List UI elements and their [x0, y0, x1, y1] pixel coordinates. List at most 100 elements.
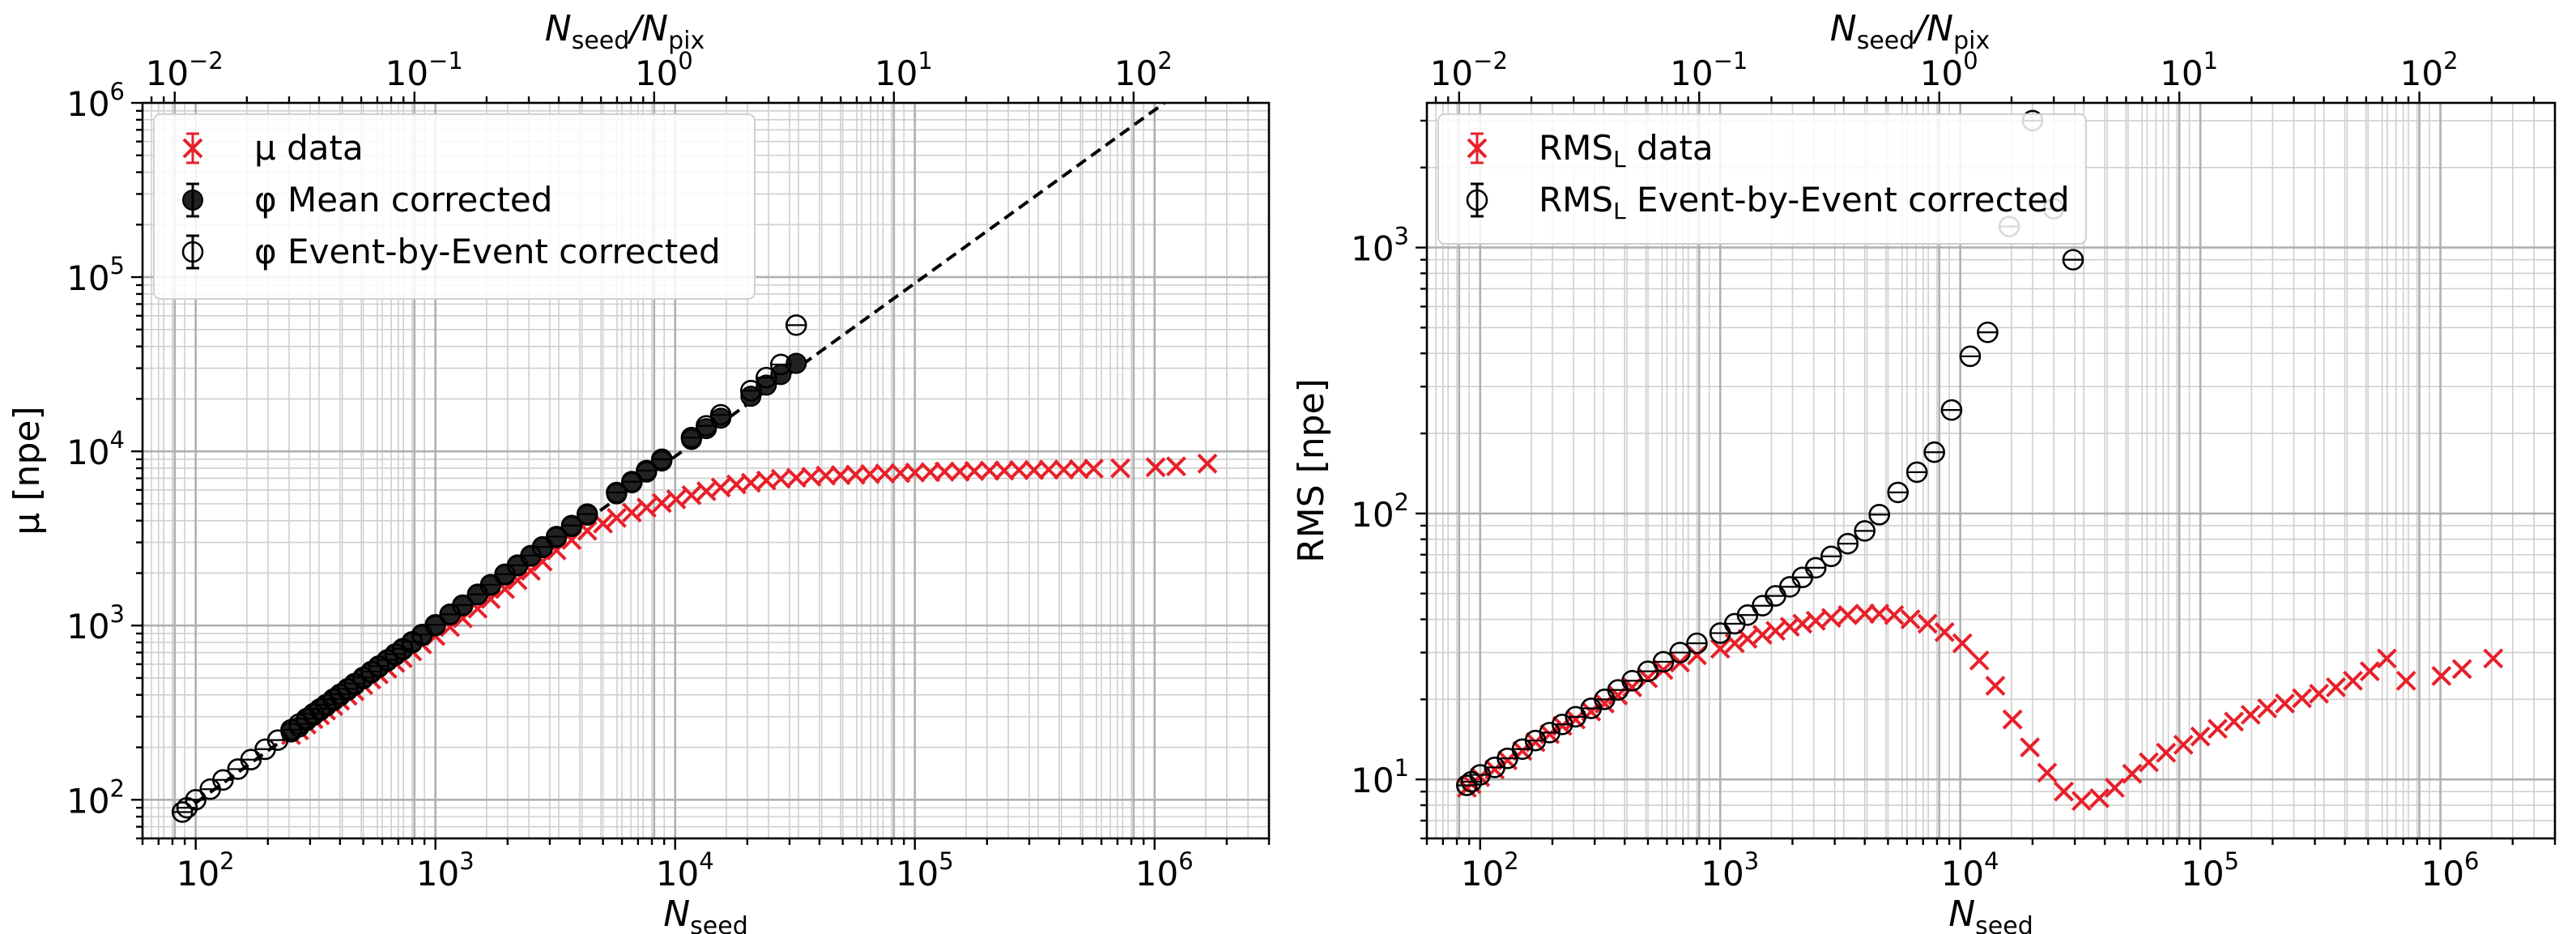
top-axis-label-sep: /N	[1911, 8, 1953, 49]
data-point-x	[875, 463, 896, 484]
data-point-x	[815, 465, 837, 486]
tick-label-top-base: 10	[1920, 53, 1963, 93]
data-point-x	[2071, 791, 2092, 812]
x-axis-label-main: N	[663, 893, 690, 934]
grid	[143, 103, 1269, 838]
legend-label-main: RMS	[1539, 128, 1613, 168]
tick-label-left-base: 10	[1351, 229, 1394, 269]
data-point-x	[2292, 688, 2312, 709]
tick-label-top: 10−2	[146, 47, 224, 93]
tick-label-bottom-base: 10	[2421, 854, 2464, 893]
data-point-x	[964, 461, 985, 481]
data-point-x	[1145, 457, 1166, 478]
tick-label-left-base: 10	[66, 258, 109, 298]
tick-label-top-exp: −1	[428, 47, 463, 75]
data-point-x	[1710, 638, 1731, 659]
tick-label-bottom-base: 10	[1135, 854, 1178, 893]
data-point-x	[2173, 734, 2194, 755]
legend-errorbar	[186, 182, 199, 218]
data-point-x	[2054, 781, 2074, 802]
tick-label-top: 101	[2160, 47, 2218, 93]
top-axis-label-main: N	[1830, 8, 1857, 49]
tick-label-bottom-exp: 3	[1744, 847, 1759, 875]
tick-label-top-exp: 0	[1963, 47, 1978, 75]
tick-label-bottom: 105	[2181, 847, 2239, 893]
tick-label-top-exp: −2	[1473, 47, 1508, 75]
data-point-x	[1854, 603, 1876, 624]
data-point-x	[830, 465, 851, 485]
tick-label-bottom: 106	[2421, 847, 2480, 893]
data-point-x	[994, 460, 1015, 481]
top-axis-label-main: N	[545, 8, 572, 49]
data-point-x	[2451, 659, 2472, 680]
tick-label-bottom-exp: 3	[459, 847, 474, 875]
x-axis-label-sub: seed	[690, 912, 748, 934]
tick-label-left-exp: 3	[1394, 223, 1409, 250]
data-point-x	[1038, 459, 1059, 480]
data-point-x	[1985, 676, 2006, 696]
tick-label-top-exp: 1	[2203, 47, 2218, 75]
tick-label-top-base: 10	[385, 53, 428, 93]
data-point-x	[1820, 608, 1842, 629]
tick-label-top: 100	[1920, 47, 1978, 93]
data-point-x	[1969, 650, 1990, 671]
tick-label-bottom-base: 10	[416, 854, 459, 893]
data-point-x	[2208, 719, 2228, 740]
tick-label-top-exp: −2	[189, 47, 224, 75]
x-axis-label-sub: seed	[1975, 912, 2033, 934]
data-point-filled	[786, 352, 807, 374]
tick-label-left: 102	[66, 774, 125, 821]
data-point-x	[2139, 752, 2159, 773]
top-axis-label-sep: /N	[626, 8, 668, 49]
series-0	[281, 453, 1218, 745]
tick-label-top-exp: 0	[678, 47, 692, 75]
tick-label-top-base: 10	[2400, 53, 2443, 93]
top-axis-label-sub: seed	[1857, 27, 1915, 55]
tick-label-left-exp: 5	[110, 252, 125, 279]
legend: μ data φ Mean corrected φ Event-by-Event c…	[153, 113, 756, 300]
tick-label-bottom-base: 10	[656, 854, 699, 893]
tick-label-top-exp: −1	[1714, 47, 1748, 75]
tick-label-top-base: 10	[2160, 53, 2203, 93]
tick-label-bottom-exp: 4	[1984, 847, 1999, 875]
x-axis-label: Nseed	[1948, 893, 2033, 934]
data-point-x	[2359, 661, 2380, 682]
tick-label-bottom-exp: 6	[1178, 847, 1193, 875]
data-point-x	[2309, 683, 2330, 704]
legend-box	[153, 113, 756, 300]
tick-label-left: 102	[1351, 488, 1409, 535]
tick-label-bottom-base: 10	[1701, 854, 1744, 893]
tick-label-top: 100	[635, 47, 693, 93]
data-point-x	[1084, 458, 1104, 479]
data-point-x	[1917, 613, 1938, 634]
x-axis-label: Nseed	[663, 893, 748, 934]
data-point-x	[770, 468, 791, 489]
tick-label-bottom-base: 10	[2181, 854, 2224, 893]
tick-label-bottom: 103	[416, 847, 475, 893]
data-point-x	[2257, 698, 2278, 719]
data-point-x	[1765, 621, 1786, 642]
data-point-x	[2104, 778, 2125, 798]
tick-label-left-exp: 2	[110, 774, 125, 802]
data-point-x	[696, 481, 717, 501]
y-axis-label: RMS [npe]	[1291, 378, 1332, 563]
tick-label-left-exp: 4	[110, 426, 125, 454]
tick-label-bottom-base: 10	[1941, 854, 1984, 893]
tick-label-bottom-base: 10	[896, 854, 939, 893]
axes-frame	[141, 101, 1271, 840]
legend-label-main: φ Mean corrected	[254, 180, 552, 220]
data-point-x	[2020, 737, 2041, 758]
data-point-x	[2275, 693, 2295, 714]
data-point-x	[637, 497, 657, 518]
tick-label-top-base: 10	[875, 53, 918, 93]
tick-label-bottom-exp: 4	[699, 847, 713, 875]
data-point-x	[1752, 625, 1773, 645]
top-axis-label-sub2: pix	[1953, 27, 1990, 55]
legend-label: RMSL data	[1539, 128, 1714, 173]
data-point-x	[1165, 456, 1186, 477]
data-point-x	[1805, 610, 1826, 631]
tick-label-top-base: 10	[1114, 53, 1157, 93]
data-point-x	[2326, 677, 2346, 697]
